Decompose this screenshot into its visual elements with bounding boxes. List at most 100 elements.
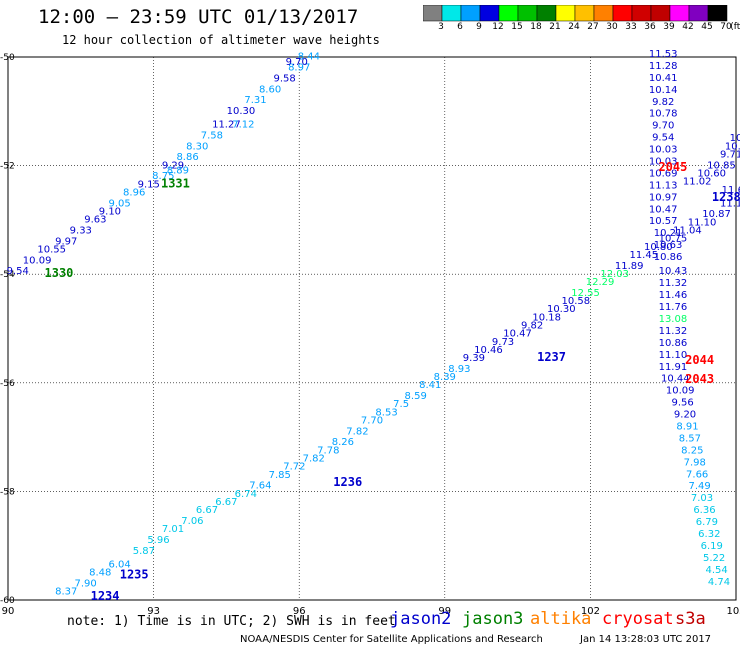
track-1235[interactable]: 5.875.967.017.066.676.676.747.647.857.72…	[120, 454, 325, 582]
wave-height-label: 9.10	[99, 206, 121, 217]
wave-height-label: 9.56	[671, 398, 693, 409]
wave-height-label: 8.37	[55, 587, 77, 598]
generated-timestamp: Jan 14 13:28:03 UTC 2017	[580, 634, 712, 645]
pass-label: 2044	[685, 353, 714, 367]
color-scale-legend	[423, 5, 728, 22]
wave-height-label: 10.14	[649, 85, 678, 96]
wave-height-label: 10.18	[532, 312, 561, 323]
wave-height-label: 10	[730, 133, 740, 144]
wave-height-label: 10.30	[547, 304, 576, 315]
wave-height-label: 6.79	[696, 517, 718, 528]
plot-frame	[7, 56, 737, 601]
track-1331[interactable]: 8.868.307.5811.2710.307.318.609.588.978.…	[161, 52, 320, 191]
track-1330[interactable]: 9.5410.0910.559.979.339.639.109.058.969.…	[7, 160, 189, 280]
satellite-legend-s3a: s3a	[675, 609, 706, 629]
wave-height-label: 8.57	[679, 433, 701, 444]
wave-height-label: 11.32	[659, 278, 688, 289]
wave-height-label: 11.27	[212, 120, 241, 131]
track-2044[interactable]: 10.4311.3211.4611.7613.0811.3210.8611.10…	[659, 266, 714, 385]
legend-label: 36	[644, 22, 656, 32]
wave-height-label: 8.41	[419, 380, 441, 391]
wave-height-label: 9.82	[652, 97, 674, 108]
wave-height-label: 7.66	[686, 469, 708, 480]
wave-height-label: 10.47	[503, 329, 532, 340]
wave-height-label: 7.82	[346, 426, 368, 437]
wave-height-label: 9.70	[286, 57, 308, 68]
wave-height-label: 9.71	[720, 149, 740, 160]
wave-height-label: 9.33	[70, 225, 92, 236]
y-tick-label: -58	[0, 487, 15, 497]
wave-height-label: 12.29	[586, 277, 615, 288]
wave-height-label: 9.20	[674, 410, 696, 421]
wave-height-label: 10.69	[649, 168, 678, 179]
wave-height-label: 11.04	[673, 225, 702, 236]
wave-height-label: 11.02	[683, 177, 712, 188]
wave-height-label: 6.04	[108, 559, 130, 570]
wave-height-label: 5.22	[703, 553, 725, 564]
satellite-legend-cryosat: cryosat	[602, 609, 674, 629]
wave-height-label: 7.03	[691, 493, 713, 504]
pass-label: 1234	[91, 589, 120, 603]
wave-height-label: 10.80	[644, 242, 673, 253]
wave-height-label: 10.75	[659, 234, 688, 245]
wave-height-label: 8.89	[167, 166, 189, 177]
wave-height-label: 6.67	[196, 505, 218, 516]
wave-height-label: 7.82	[303, 454, 325, 465]
wave-height-label: 10.47	[649, 204, 678, 215]
track-1236[interactable]: 7.788.267.827.708.537.58.598.418.398.939…	[317, 321, 543, 489]
track-2045[interactable]: 11.5311.2810.4110.149.8210.789.709.5410.…	[649, 49, 687, 263]
y-tick-label: -56	[0, 379, 15, 389]
wave-height-label: 11.32	[659, 326, 688, 337]
wave-height-label: 7.90	[75, 578, 97, 589]
wave-height-label: 9.54	[7, 266, 29, 277]
wave-height-label: 10.57	[649, 216, 678, 227]
wave-height-label: 8.53	[375, 407, 397, 418]
wave-height-label: 4.54	[705, 565, 727, 576]
wave-height-label: 8.96	[123, 187, 145, 198]
legend-label: 12	[492, 22, 504, 32]
wave-height-label: 10.97	[649, 192, 678, 203]
wave-height-label: 11.45	[629, 250, 658, 261]
legend-label: 45	[701, 22, 713, 32]
wave-height-label: 11.28	[649, 61, 678, 72]
wave-height-label: 7.01	[162, 524, 184, 535]
y-tick-label: -52	[0, 162, 15, 172]
legend-label: 27	[587, 22, 599, 32]
track-1234[interactable]: 8.377.908.486.04 1234	[55, 559, 131, 603]
wave-height-label: 10.4	[725, 141, 740, 152]
x-tick-label: 90	[2, 606, 15, 617]
wave-height-label: 11.13	[649, 180, 678, 191]
wave-height-label: 9.63	[84, 215, 106, 226]
legend-label: 39	[663, 22, 675, 32]
pass-label: 1331	[161, 176, 190, 190]
wave-height-label: 8.26	[332, 437, 354, 448]
wave-height-label: 11.46	[659, 290, 688, 301]
pass-label: 1238	[712, 190, 740, 204]
page-subtitle: 12 hour collection of altimeter wave hei…	[62, 33, 380, 47]
track-2043[interactable]: 10.099.569.208.918.578.257.987.667.497.0…	[666, 372, 730, 588]
wave-height-label: 9.73	[492, 337, 514, 348]
wave-height-label: 11.53	[649, 49, 678, 60]
wave-height-label: 5.96	[147, 535, 169, 546]
wave-height-label: 9.54	[652, 133, 674, 144]
wave-height-label: 10.55	[37, 244, 66, 255]
y-tick-label: -50	[0, 53, 15, 63]
wave-height-label: 6.74	[235, 489, 257, 500]
legend-label: 3	[438, 22, 444, 32]
wave-height-label: 9.39	[463, 353, 485, 364]
pass-label: 1235	[120, 567, 149, 581]
wave-height-label: 9.05	[108, 198, 130, 209]
wave-height-label: 7.5	[393, 399, 409, 410]
page-title: 12:00 – 23:59 UTC 01/13/2017	[38, 6, 359, 28]
wave-height-label: 8.97	[288, 63, 310, 74]
wave-height-label: 7.12	[232, 120, 254, 131]
wave-height-label: 11.10	[688, 217, 717, 228]
track-1237[interactable]: 10.1810.3010.5812.5512.2912.0311.8911.45…	[532, 198, 740, 364]
wave-height-label: 6.67	[215, 497, 237, 508]
wave-height-label: 11.10	[659, 350, 688, 361]
pass-label: 2043	[685, 372, 714, 386]
x-tick-label: 99	[438, 606, 451, 617]
legend-label: (ft)	[730, 22, 740, 32]
